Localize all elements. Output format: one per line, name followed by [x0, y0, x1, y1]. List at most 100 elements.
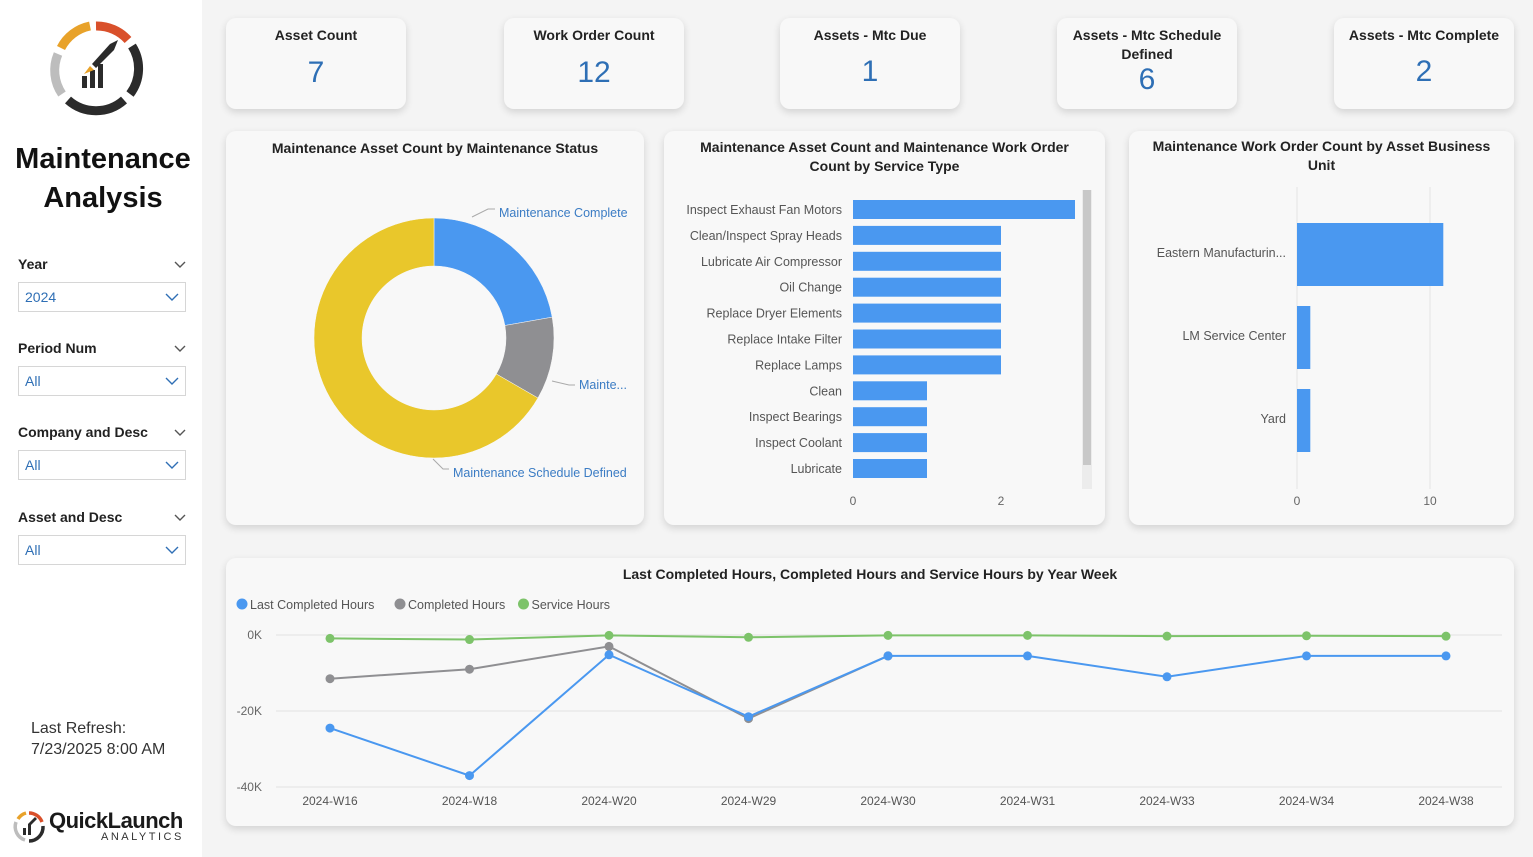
kpi-card-mtc-complete[interactable]: Assets - Mtc Complete 2: [1334, 18, 1514, 109]
slicer-asset-dropdown[interactable]: All: [18, 535, 186, 565]
donut-chart-card[interactable]: Maintenance Asset Count by Maintenance S…: [226, 131, 644, 525]
chevron-down-icon[interactable]: [174, 426, 186, 438]
chart-title-line1: Maintenance Work Order Count by Asset Bu…: [1152, 138, 1491, 154]
y-tick-label: -40K: [237, 780, 262, 794]
bar-category-label: Replace Intake Filter: [727, 333, 842, 347]
bar: [853, 329, 1001, 349]
bar: [1297, 223, 1444, 286]
x-tick-label: 2024-W34: [1279, 794, 1335, 808]
x-tick-label: 10: [1423, 494, 1437, 508]
slicer-asset: Asset and Desc All: [18, 507, 186, 565]
service-type-bar-chart: Inspect Exhaust Fan Motors Clean/Inspect …: [686, 190, 1092, 508]
hours-line-chart-card[interactable]: Last Completed Hours, Completed Hours an…: [226, 558, 1514, 826]
data-point: [1162, 631, 1172, 641]
bar-category-label: Lubricate Air Compressor: [701, 255, 842, 269]
brand-logo: QuickLaunch ANALYTICS: [12, 806, 192, 846]
quicklaunch-logo-icon: [13, 811, 45, 843]
kpi-value: 6: [1138, 63, 1156, 96]
x-tick-label: 2024-W38: [1418, 794, 1474, 808]
chevron-down-icon: [165, 461, 179, 469]
donut-chart: Maintenance Complete Mainte... Maintenance…: [313, 206, 628, 480]
bar-category-label: Inspect Coolant: [755, 436, 842, 450]
kpi-title: Assets - Mtc Due: [813, 27, 927, 43]
slicer-asset-value: All: [25, 542, 41, 558]
data-point: [1302, 651, 1311, 661]
data-point: [325, 674, 335, 684]
kpi-card-work-order-count[interactable]: Work Order Count 12: [504, 18, 684, 109]
bar-category-label: Replace Dryer Elements: [707, 307, 842, 321]
kpi-value: 2: [1415, 55, 1433, 88]
slicer-asset-label: Asset and Desc: [18, 509, 123, 525]
legend-marker: [236, 598, 248, 610]
last-refresh-value: 7/23/2025 8:00 AM: [31, 741, 166, 758]
bar-category-label: Lubricate: [791, 462, 842, 476]
kpi-card-mtc-schedule-defined[interactable]: Assets - Mtc Schedule Defined 6: [1057, 18, 1237, 109]
kpi-card-mtc-due[interactable]: Assets - Mtc Due 1: [780, 18, 960, 109]
legend-label: Last Completed Hours: [250, 598, 374, 612]
bar-category-label: LM Service Center: [1182, 329, 1286, 343]
slicer-company: Company and Desc All: [18, 422, 186, 480]
chevron-down-icon: [165, 377, 179, 385]
bar: [853, 407, 927, 427]
bar-category-label: Clean: [809, 384, 842, 398]
bar-category-label: Replace Lamps: [755, 358, 842, 372]
kpi-title: Assets - Mtc Complete: [1348, 27, 1500, 43]
x-tick-label: 2: [998, 494, 1005, 508]
data-point: [883, 630, 893, 640]
data-point: [604, 650, 614, 660]
bar-category-label: Eastern Manufacturin...: [1157, 246, 1286, 260]
data-point: [465, 635, 474, 645]
chevron-down-icon[interactable]: [174, 342, 186, 354]
y-tick-label: -20K: [237, 704, 262, 718]
kpi-title: Assets - Mtc Schedule Defined: [1072, 27, 1222, 62]
bar-category-label: Inspect Exhaust Fan Motors: [686, 203, 842, 217]
bar: [853, 251, 1001, 271]
x-tick-label: 2024-W30: [860, 794, 916, 808]
sidebar: Maintenance Analysis Year 2024 Period Nu…: [0, 0, 202, 857]
service-type-bar-chart-card[interactable]: Maintenance Asset Count and Maintenance …: [664, 131, 1105, 525]
data-point: [604, 641, 614, 651]
data-point: [1162, 672, 1172, 682]
slicer-period-num-label: Period Num: [18, 340, 97, 356]
legend-label: Completed Hours: [408, 598, 505, 612]
slicer-period-num-dropdown[interactable]: All: [18, 366, 186, 396]
page-title-line2: Analysis: [43, 182, 163, 214]
slicer-period-num: Period Num All: [18, 338, 186, 396]
donut-slice: [433, 217, 553, 326]
x-tick-label: 2024-W33: [1139, 794, 1195, 808]
chart-title-line2: Count by Service Type: [809, 158, 960, 174]
chevron-down-icon[interactable]: [174, 511, 186, 523]
page-title-line1: Maintenance: [15, 143, 191, 175]
slicer-company-dropdown[interactable]: All: [18, 450, 186, 480]
slicer-year-dropdown[interactable]: 2024: [18, 282, 186, 312]
data-point: [325, 723, 335, 733]
data-point: [465, 771, 474, 781]
slicer-year: Year 2024: [18, 254, 186, 312]
chart-title: Last Completed Hours, Completed Hours an…: [622, 566, 1118, 582]
kpi-value: 7: [307, 56, 325, 89]
donut-slice-label: Maintenance Schedule Defined: [453, 466, 627, 480]
kpi-title: Work Order Count: [533, 27, 655, 43]
last-refresh-label: Last Refresh:: [31, 720, 127, 737]
bar-category-label: Inspect Bearings: [749, 410, 842, 424]
kpi-title: Asset Count: [274, 27, 358, 43]
kpi-value: 12: [577, 56, 611, 89]
bar-category-label: Yard: [1261, 412, 1287, 426]
data-point: [1302, 631, 1311, 641]
bar: [853, 200, 1075, 219]
data-point: [744, 712, 753, 722]
x-tick-label: 2024-W31: [1000, 794, 1056, 808]
bar: [853, 225, 1001, 245]
data-point: [1023, 630, 1032, 640]
chevron-down-icon[interactable]: [174, 258, 186, 270]
data-point: [1023, 651, 1032, 661]
x-tick-label: 2024-W29: [721, 794, 777, 808]
x-tick-label: 0: [850, 494, 857, 508]
business-unit-bar-chart-card[interactable]: Maintenance Work Order Count by Asset Bu…: [1129, 131, 1514, 525]
kpi-card-asset-count[interactable]: Asset Count 7: [226, 18, 406, 109]
hours-line-chart: 0K -20K -40K 2024-W16 2024-W18 2024-W20 2024-W…: [236, 598, 1502, 808]
bar-category-label: Oil Change: [779, 281, 842, 295]
bar: [853, 459, 927, 478]
chart-title: Maintenance Asset Count and Maintenance …: [674, 138, 1095, 176]
slicer-company-label: Company and Desc: [18, 424, 148, 440]
